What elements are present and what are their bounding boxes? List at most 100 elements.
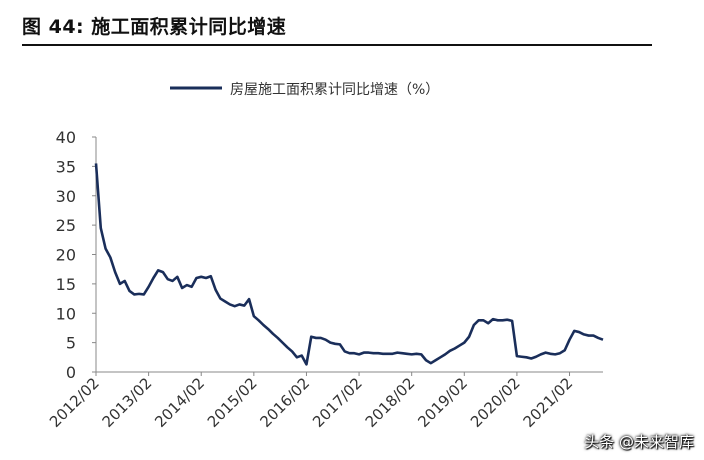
- data-point: [583, 333, 585, 335]
- data-point: [578, 331, 580, 333]
- data-point: [554, 353, 556, 355]
- y-tick-label: 20: [56, 246, 76, 265]
- data-point: [334, 343, 336, 345]
- data-point: [219, 297, 221, 299]
- y-tick-label: 0: [66, 363, 76, 382]
- plot-area: [94, 162, 604, 366]
- data-point: [143, 293, 145, 295]
- y-tick-label: 35: [56, 157, 76, 176]
- data-point: [176, 276, 178, 278]
- data-point: [100, 227, 102, 229]
- data-point: [497, 319, 499, 321]
- data-point: [540, 353, 542, 355]
- data-point: [253, 315, 255, 317]
- x-tick-label: 2020/02: [467, 374, 524, 431]
- data-point: [324, 338, 326, 340]
- y-tick-label: 5: [66, 334, 76, 353]
- x-tick-label: 2016/02: [256, 374, 313, 431]
- data-point: [272, 333, 274, 335]
- data-point: [482, 319, 484, 321]
- x-tick-label: 2012/02: [46, 374, 103, 431]
- series-line-construction-area-growth: [94, 163, 604, 366]
- data-point: [157, 269, 159, 271]
- data-point: [262, 324, 264, 326]
- data-point: [296, 356, 298, 358]
- data-point: [372, 352, 374, 354]
- data-point: [305, 363, 307, 365]
- data-point: [382, 353, 384, 355]
- data-point: [358, 353, 360, 355]
- data-point: [444, 353, 446, 355]
- data-point: [210, 275, 212, 277]
- y-tick-label: 15: [56, 275, 76, 294]
- data-point: [396, 351, 398, 353]
- data-point: [587, 334, 589, 336]
- y-tick-label: 40: [56, 128, 76, 147]
- data-point: [300, 354, 302, 356]
- data-point: [95, 162, 97, 164]
- x-tick-label: 2015/02: [204, 374, 261, 431]
- data-point: [257, 319, 259, 321]
- data-point: [415, 353, 417, 355]
- data-point: [430, 362, 432, 364]
- data-point: [214, 289, 216, 291]
- data-point: [501, 319, 503, 321]
- data-point: [329, 341, 331, 343]
- data-point: [291, 350, 293, 352]
- data-point: [167, 278, 169, 280]
- watermark: 头条 @未来智库: [584, 433, 694, 451]
- data-point: [277, 337, 279, 339]
- data-point: [477, 319, 479, 321]
- data-point: [224, 300, 226, 302]
- data-point: [124, 280, 126, 282]
- data-point: [353, 352, 355, 354]
- data-point: [286, 346, 288, 348]
- x-tick-label: 2021/02: [520, 374, 577, 431]
- data-point: [104, 247, 106, 249]
- data-point: [267, 328, 269, 330]
- data-point: [592, 334, 594, 336]
- data-point: [310, 336, 312, 338]
- data-point: [425, 359, 427, 361]
- data-point: [171, 280, 173, 282]
- data-point: [420, 353, 422, 355]
- data-point: [363, 351, 365, 353]
- data-point: [449, 350, 451, 352]
- data-point: [248, 298, 250, 300]
- data-point: [162, 271, 164, 273]
- axes: [95, 137, 603, 373]
- y-axis-ticks: 0 5 10 15 20 25 30 35 40: [56, 128, 96, 382]
- figure-header: 图 44: 施工面积累计同比增速: [22, 8, 652, 46]
- data-point: [463, 341, 465, 343]
- data-point: [516, 355, 518, 357]
- data-point: [367, 351, 369, 353]
- x-tick-label: 2013/02: [99, 374, 156, 431]
- data-point: [473, 324, 475, 326]
- data-point: [205, 277, 207, 279]
- y-tick-label: 25: [56, 216, 76, 235]
- data-point: [133, 293, 135, 295]
- figure-label: 图 44: 施工面积累计同比增速: [22, 16, 287, 38]
- y-tick-label: 10: [56, 304, 76, 323]
- data-point: [434, 359, 436, 361]
- data-point: [344, 350, 346, 352]
- data-point: [525, 356, 527, 358]
- x-tick-label: 2017/02: [309, 374, 366, 431]
- data-point: [454, 347, 456, 349]
- data-point: [458, 344, 460, 346]
- data-point: [186, 284, 188, 286]
- data-point: [128, 290, 130, 292]
- data-point: [544, 351, 546, 353]
- data-point: [377, 352, 379, 354]
- data-point: [281, 341, 283, 343]
- data-point: [229, 303, 231, 305]
- data-point: [401, 352, 403, 354]
- data-point: [320, 337, 322, 339]
- legend-label: 房屋施工面积累计同比增速（%）: [230, 82, 439, 98]
- data-point: [181, 287, 183, 289]
- data-point: [492, 318, 494, 320]
- data-point: [339, 343, 341, 345]
- data-point: [511, 320, 513, 322]
- data-point: [410, 353, 412, 355]
